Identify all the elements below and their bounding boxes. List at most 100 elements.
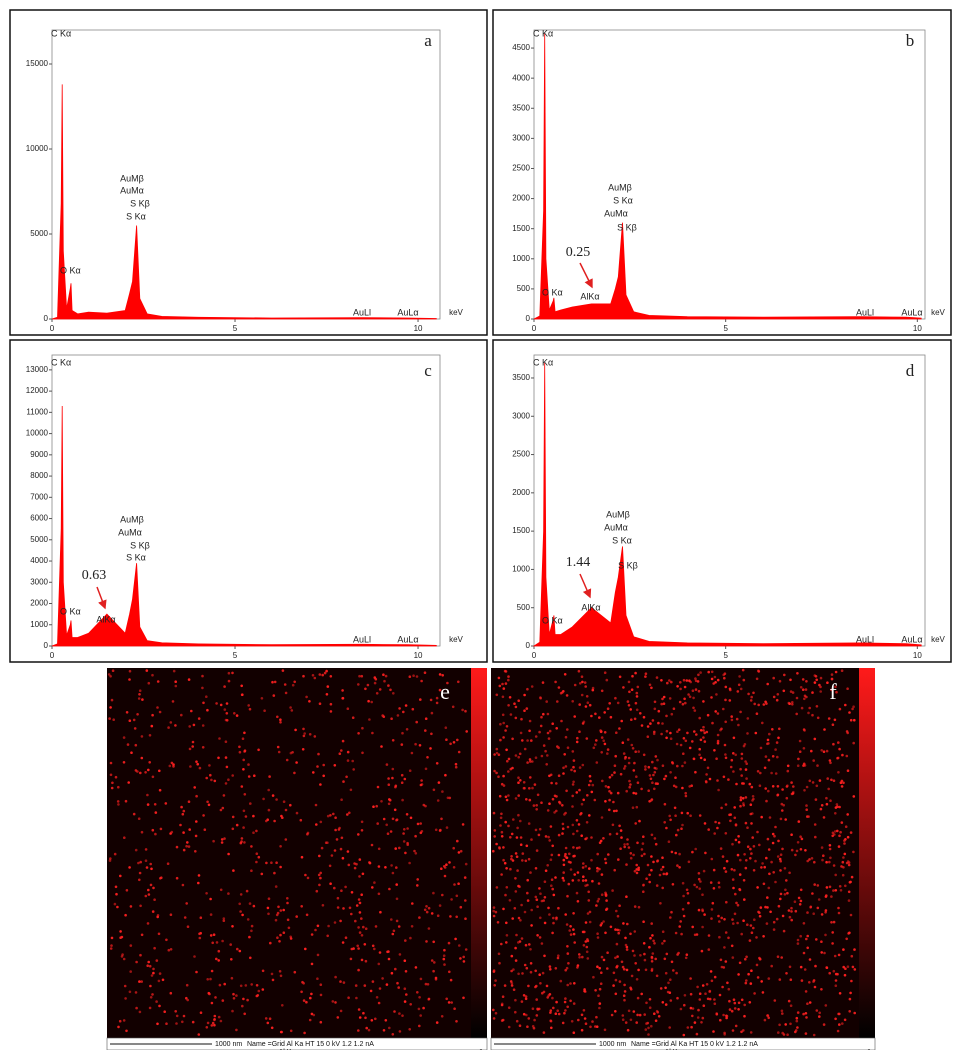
map-dot xyxy=(448,970,451,974)
map-dot xyxy=(281,669,285,672)
map-dot xyxy=(566,1005,569,1009)
map-dot xyxy=(158,1004,161,1008)
map-dot xyxy=(851,707,854,711)
map-dot xyxy=(618,904,621,907)
map-dot xyxy=(627,846,631,849)
map-dot xyxy=(396,714,400,717)
map-dot xyxy=(393,808,397,812)
map-dot xyxy=(255,852,259,855)
map-dot xyxy=(750,785,754,789)
map-dot xyxy=(594,989,597,992)
map-dot xyxy=(614,754,617,758)
map-dot xyxy=(758,957,762,961)
map-dot xyxy=(529,962,533,965)
map-dot xyxy=(358,901,362,905)
map-dot xyxy=(604,800,607,803)
map-dot xyxy=(594,743,597,746)
map-dot xyxy=(572,1031,576,1034)
map-dot xyxy=(618,980,622,983)
map-dot xyxy=(214,996,217,999)
map-dot xyxy=(622,686,625,689)
map-dot xyxy=(724,753,727,756)
map-dot xyxy=(279,933,282,937)
map-dot xyxy=(250,845,253,848)
map-dot xyxy=(505,798,509,802)
map-dot xyxy=(733,1007,737,1010)
map-dot xyxy=(375,996,379,999)
map-dot xyxy=(582,1009,586,1012)
map-dot xyxy=(779,869,782,872)
map-dot xyxy=(600,730,603,733)
map-dot xyxy=(674,931,678,935)
map-dot xyxy=(383,679,386,683)
map-dot xyxy=(764,700,767,704)
map-dot xyxy=(619,847,622,850)
map-dot xyxy=(588,920,592,924)
map-dot xyxy=(660,679,663,682)
map-dot xyxy=(707,828,710,831)
map-dot xyxy=(526,891,529,895)
map-dot xyxy=(314,803,318,807)
map-dot xyxy=(147,893,151,896)
map-dot xyxy=(116,800,120,803)
map-dot xyxy=(116,905,119,909)
peak-label: AuMα xyxy=(604,522,628,532)
map-dot xyxy=(822,854,825,857)
map-dot xyxy=(710,917,713,920)
map-dot xyxy=(800,979,804,982)
map-dot xyxy=(803,968,807,971)
map-dot xyxy=(751,795,755,798)
map-dot xyxy=(175,845,179,849)
map-dot xyxy=(698,753,701,757)
map-dot xyxy=(647,765,651,769)
map-dot xyxy=(331,1000,335,1003)
map-dot xyxy=(516,869,519,872)
map-dot xyxy=(524,943,528,947)
map-dot xyxy=(238,745,241,749)
map-dot xyxy=(302,674,305,678)
map-dot xyxy=(149,996,153,999)
map-dot xyxy=(416,878,420,881)
map-dot xyxy=(629,932,632,936)
map-dot xyxy=(134,743,138,747)
map-dot xyxy=(819,676,823,680)
map-dot xyxy=(112,718,115,721)
map-dot xyxy=(156,680,160,683)
map-dot xyxy=(634,671,637,675)
map-dot xyxy=(683,994,687,997)
map-dot xyxy=(653,942,656,945)
map-dot xyxy=(570,1020,574,1023)
map-dot xyxy=(823,951,826,955)
map-dot xyxy=(498,847,501,850)
map-dot xyxy=(165,1022,168,1025)
map-dot xyxy=(723,1033,726,1036)
map-dot xyxy=(629,856,633,860)
map-dot xyxy=(832,920,836,924)
map-dot xyxy=(732,922,735,925)
map-dot xyxy=(414,852,418,855)
map-dot xyxy=(315,823,318,826)
map-dot xyxy=(721,985,724,989)
map-dot xyxy=(206,800,209,804)
map-dot xyxy=(763,1018,767,1022)
map-dot xyxy=(694,770,697,774)
map-element: Al Ka xyxy=(279,1049,296,1050)
map-dot xyxy=(639,954,642,957)
map-dot xyxy=(586,912,590,915)
map-dot xyxy=(552,921,555,925)
map-dot xyxy=(313,676,317,680)
map-dot xyxy=(849,831,853,834)
map-dot xyxy=(731,1029,735,1032)
map-dot xyxy=(786,764,790,768)
map-dot xyxy=(740,998,744,1002)
map-dot xyxy=(683,685,687,689)
map-dot xyxy=(386,832,390,835)
map-dot xyxy=(443,866,447,869)
map-dot xyxy=(615,809,618,813)
map-dot xyxy=(841,1022,844,1025)
map-dot xyxy=(385,823,389,827)
map-dot xyxy=(589,1025,592,1029)
map-dot xyxy=(674,785,678,789)
map-dot xyxy=(565,694,569,697)
map-dot xyxy=(804,688,808,691)
